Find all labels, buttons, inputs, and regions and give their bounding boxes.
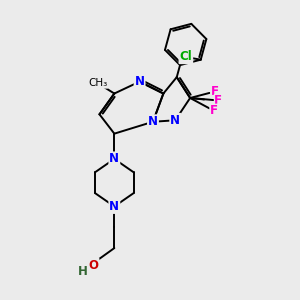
Text: F: F <box>211 85 219 98</box>
Text: N: N <box>170 114 180 127</box>
Text: N: N <box>135 75 145 88</box>
Text: F: F <box>210 104 218 117</box>
Text: N: N <box>109 152 119 165</box>
Text: N: N <box>109 200 119 213</box>
Text: O: O <box>88 259 98 272</box>
Text: Cl: Cl <box>179 50 192 63</box>
Text: F: F <box>214 94 222 107</box>
Text: CH₃: CH₃ <box>88 78 108 88</box>
Text: N: N <box>148 115 158 128</box>
Text: H: H <box>78 265 88 278</box>
